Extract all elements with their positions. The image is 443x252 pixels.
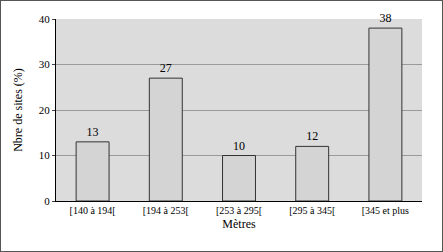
svg-text:13: 13: [87, 125, 99, 139]
svg-text:38: 38: [379, 11, 391, 25]
svg-text:[194 à 253[: [194 à 253[: [143, 205, 189, 216]
svg-text:10: 10: [233, 139, 245, 153]
svg-text:Nbre de sites (%): Nbre de sites (%): [11, 68, 25, 152]
svg-text:0: 0: [44, 195, 50, 207]
svg-text:40: 40: [39, 13, 51, 25]
svg-text:[295 à 345[: [295 à 345[: [289, 205, 335, 216]
svg-text:12: 12: [306, 129, 318, 143]
svg-text:27: 27: [160, 61, 172, 75]
svg-text:[253 à 295[: [253 à 295[: [216, 205, 262, 216]
svg-text:Mètres: Mètres: [222, 217, 256, 231]
svg-text:[140 à 194[: [140 à 194[: [70, 205, 116, 216]
svg-text:20: 20: [39, 104, 51, 116]
svg-text:10: 10: [39, 149, 51, 161]
svg-text:[345 et plus: [345 et plus: [362, 205, 409, 216]
svg-text:30: 30: [39, 58, 51, 70]
